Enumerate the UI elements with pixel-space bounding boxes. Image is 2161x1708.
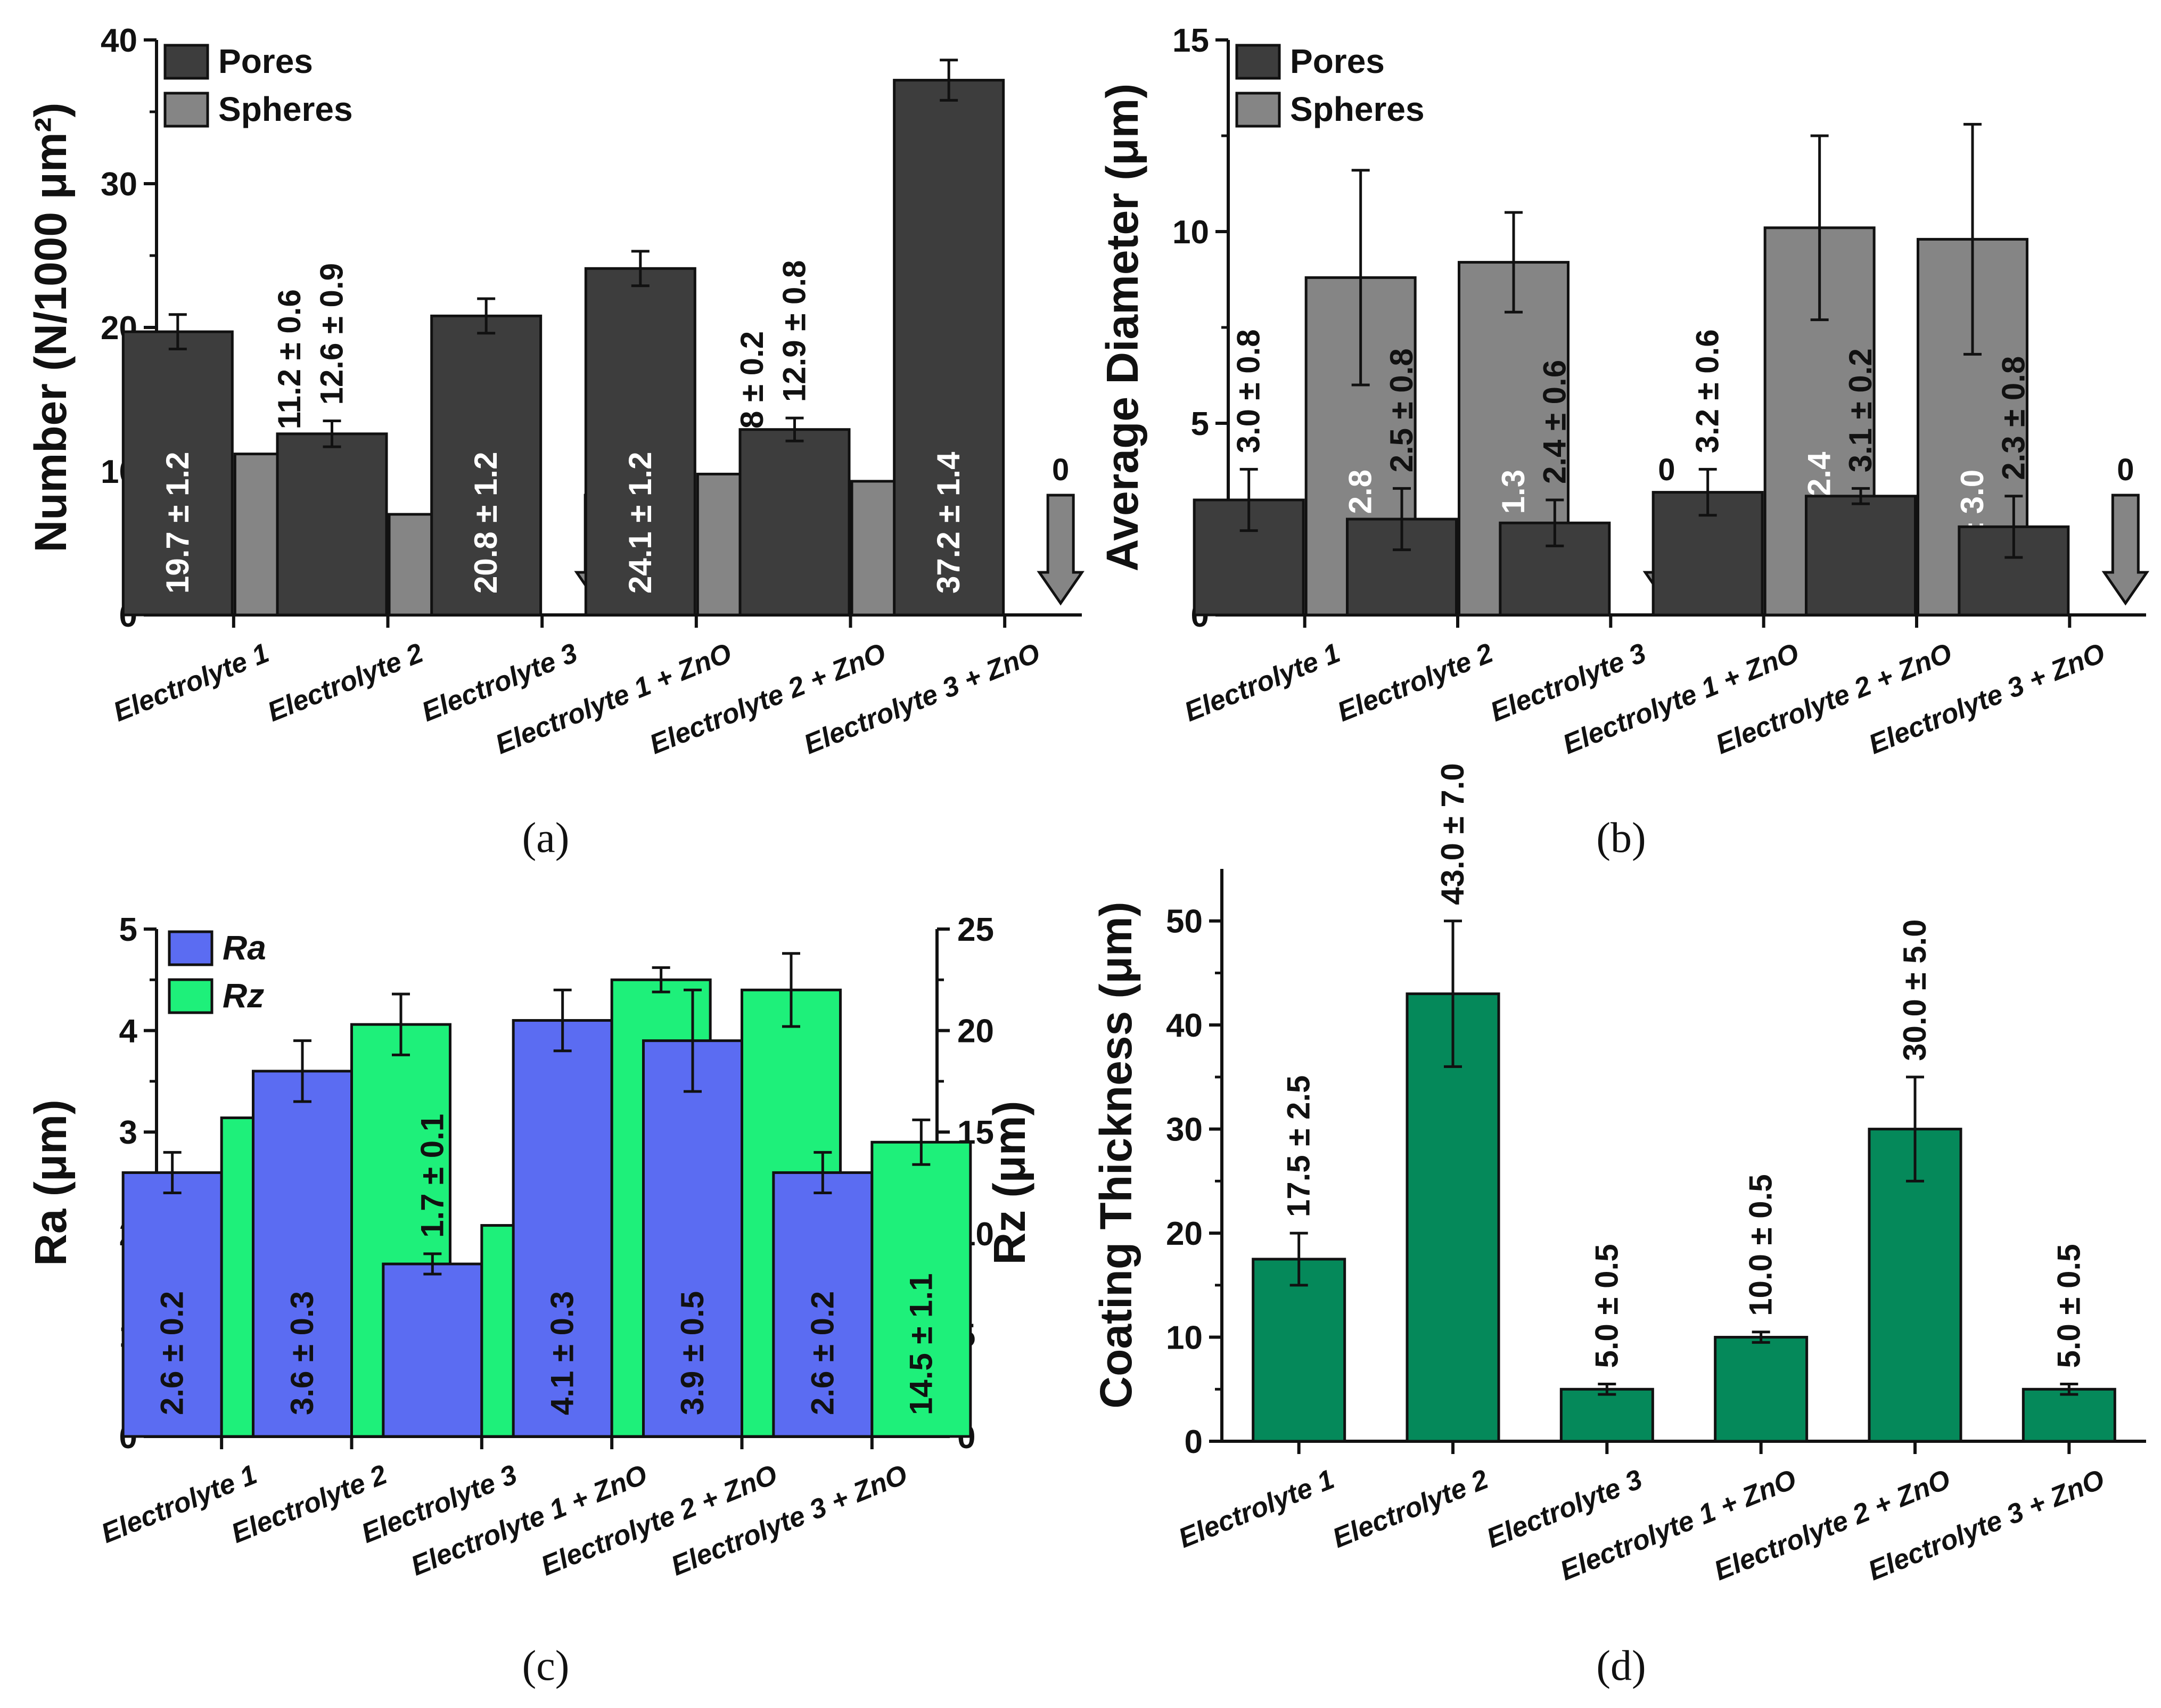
data-label-ra: 2.6 ± 0.2: [804, 1291, 840, 1415]
bar-coating-thickness: [2022, 1387, 2116, 1443]
data-label-pores: 24.1 ± 1.2: [622, 452, 658, 594]
zero-arrow-spheres: [2101, 494, 2150, 606]
legend-swatch-pores: [1235, 44, 1281, 80]
bar-ra: [382, 1262, 483, 1438]
data-label-ra: 1.7 ± 0.1: [414, 1114, 450, 1238]
bar-pores: [430, 314, 543, 617]
data-label-coating-thickness: 30.0 ± 5.0: [1897, 919, 1933, 1061]
data-label-pores: 2.4 ± 0.6: [1536, 360, 1572, 484]
y-tick-label: 5: [1191, 406, 1209, 442]
data-label-pores: 3.0 ± 0.8: [1231, 329, 1267, 453]
data-label-coating-thickness: 17.5 ± 2.5: [1281, 1075, 1317, 1217]
bar-coating-thickness: [1714, 1336, 1809, 1443]
panel-label: (a): [522, 815, 570, 861]
category-label-electrolyte-1: Electrolyte 1: [1180, 637, 1344, 728]
y-tick-label: 30: [101, 166, 137, 203]
bar-pores: [1805, 495, 1917, 617]
zero-arrow-spheres: [1037, 494, 1084, 606]
y-axis-title: Coating Thickness (μm): [1091, 901, 1141, 1408]
legend-swatch-spheres: [163, 92, 209, 128]
bar-coating-thickness: [1559, 1387, 1654, 1443]
category-label-electrolyte-1: Electrolyte 1: [1174, 1464, 1338, 1554]
bar-pores: [1346, 518, 1458, 617]
legend-swatch-rz: [168, 978, 213, 1014]
y-axis-title: Ra (μm): [26, 1099, 76, 1266]
data-label-ra: 3.9 ± 0.5: [675, 1291, 710, 1415]
y-tick-label: 3: [119, 1114, 137, 1151]
bar-pores: [738, 428, 851, 617]
data-label-pores: 19.7 ± 1.2: [160, 452, 195, 594]
y2-tick-label: 20: [957, 1013, 994, 1050]
y-tick-label: 15: [1172, 22, 1209, 59]
data-label-spheres: 11.2 ± 0.6: [272, 289, 307, 429]
panel-label: (b): [1596, 815, 1646, 861]
legend-label-rz: Rz: [223, 976, 264, 1015]
bar-pores: [1651, 491, 1764, 617]
category-label-electrolyte-1-zno: Electrolyte 1 + ZnO: [407, 1459, 652, 1582]
category-label-electrolyte-2: Electrolyte 2: [264, 637, 428, 728]
data-label-spheres: 0: [1658, 453, 1675, 487]
data-label-pores: 12.6 ± 0.9: [314, 263, 350, 405]
y-tick-label: 10: [1172, 214, 1209, 251]
data-label-coating-thickness: 43.0 ± 7.0: [1435, 763, 1470, 905]
panel-label: (c): [522, 1643, 570, 1689]
data-label-coating-thickness: 10.0 ± 0.5: [1743, 1174, 1779, 1316]
y2-axis-title: Rz (μm): [984, 1101, 1034, 1264]
panel-label: (d): [1596, 1643, 1646, 1689]
data-label-pores: 20.8 ± 1.2: [468, 452, 504, 594]
category-label-electrolyte-1: Electrolyte 1: [109, 637, 273, 728]
panel-b: 051015Average Diameter (μm)3.0 ± 0.88.8 …: [1097, 22, 2150, 861]
category-label-electrolyte-2: Electrolyte 2: [1328, 1464, 1493, 1554]
y-axis-title: Average Diameter (μm): [1097, 84, 1147, 572]
y-tick-label: 10: [1166, 1320, 1203, 1357]
data-label-spheres: 0: [2117, 453, 2134, 487]
legend-swatch-spheres: [1235, 92, 1281, 128]
data-label-coating-thickness: 5.0 ± 0.5: [2051, 1244, 2086, 1368]
y-tick-label: 30: [1166, 1112, 1203, 1148]
legend-label-spheres: Spheres: [218, 90, 353, 128]
data-label-pores: 3.1 ± 0.2: [1843, 348, 1878, 472]
data-label-rz: 14.5 ± 1.1: [903, 1274, 939, 1415]
data-label-ra: 3.6 ± 0.3: [284, 1291, 320, 1415]
data-label-pores: 2.3 ± 0.8: [1995, 356, 2031, 480]
legend-swatch-pores: [163, 44, 209, 80]
y2-tick-label: 25: [957, 912, 994, 948]
y-tick-label: 40: [1166, 1007, 1203, 1044]
y-tick-label: 20: [1166, 1216, 1203, 1252]
y-tick-label: 4: [119, 1013, 138, 1050]
panel-c: 0123450510152025Ra (μm)Rz (μm)2.6 ± 0.21…: [26, 912, 1034, 1689]
category-label-electrolyte-2-zno: Electrolyte 2 + ZnO: [537, 1459, 782, 1582]
y-tick-label: 40: [101, 22, 137, 59]
legend-label-pores: Pores: [218, 42, 313, 80]
bar-pores: [276, 432, 388, 617]
data-label-spheres: 0: [1052, 453, 1069, 487]
data-label-pores: 37.2 ± 1.4: [931, 451, 966, 594]
legend-swatch-ra: [168, 930, 213, 966]
y-tick-label: 5: [119, 912, 137, 948]
bar-rz: [870, 1140, 972, 1438]
data-label-ra: 2.6 ± 0.2: [154, 1291, 190, 1415]
data-label-pores: 2.5 ± 0.8: [1384, 348, 1419, 472]
panel-d: 0 10 20 30 40 50 Coating Thickness (μm) 17.5 ± …: [1091, 763, 2146, 1689]
y-axis-title: Number (N/1000 μm²): [26, 103, 76, 553]
legend-label-ra: Ra: [223, 929, 266, 967]
bar-ra: [252, 1070, 353, 1438]
data-label-pores: 3.2 ± 0.6: [1690, 329, 1725, 453]
y-tick-label: 50: [1166, 904, 1203, 940]
data-label-ra: 4.1 ± 0.3: [545, 1291, 580, 1415]
y-tick-label: 0: [1185, 1424, 1203, 1460]
panel-a: 010203040Number (N/1000 μm²)19.7 ± 1.211…: [26, 22, 1084, 861]
data-label-coating-thickness: 5.0 ± 0.5: [1589, 1244, 1624, 1368]
bar-pores: [121, 330, 234, 617]
data-label-pores: 12.9 ± 0.8: [777, 260, 812, 402]
legend-label-pores: Pores: [1290, 42, 1385, 80]
legend-label-spheres: Spheres: [1290, 90, 1425, 128]
category-label-electrolyte-3-zno: Electrolyte 3 + ZnO: [667, 1459, 912, 1582]
category-label-electrolyte-2: Electrolyte 2: [1333, 637, 1498, 728]
bar-pores: [584, 267, 696, 617]
